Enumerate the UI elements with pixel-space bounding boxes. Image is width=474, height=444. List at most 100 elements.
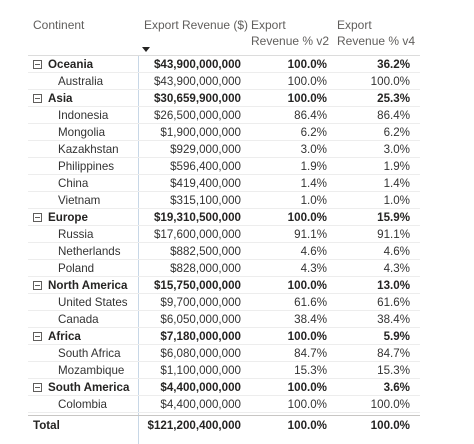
header-revenue-pct-v2[interactable]: Export Revenue % v2 [251, 18, 330, 48]
group-label-cell: Africa [33, 328, 133, 345]
country-name: Poland [58, 262, 95, 275]
country-pct-v4: 4.6% [383, 245, 410, 258]
country-pct-v4: 84.7% [377, 347, 410, 360]
group-pct-v4: 36.2% [377, 58, 410, 71]
group-pct-v2: 100.0% [287, 381, 327, 394]
group-label-cell: Oceania [33, 56, 133, 73]
group-pct-v2: 100.0% [287, 279, 327, 292]
group-pct-v4: 5.9% [383, 330, 410, 343]
table-row[interactable]: Australia $43,900,000,000 100.0% 100.0% [28, 73, 420, 90]
group-row[interactable]: South America $4,400,000,000 100.0% 3.6% [28, 379, 420, 396]
table-row[interactable]: Poland $828,000,000 4.3% 4.3% [28, 260, 420, 277]
country-pct-v2: 61.6% [294, 296, 327, 309]
group-revenue: $15,750,000,000 [153, 279, 241, 292]
country-pct-v4: 91.1% [377, 228, 410, 241]
table-row[interactable]: United States $9,700,000,000 61.6% 61.6% [28, 294, 420, 311]
table-row[interactable]: Kazakhstan $929,000,000 3.0% 3.0% [28, 141, 420, 158]
header-revenue-pct-v4[interactable]: Export Revenue % v4 [337, 18, 416, 48]
country-pct-v4: 4.3% [383, 262, 410, 275]
table-row[interactable]: South Africa $6,080,000,000 84.7% 84.7% [28, 345, 420, 362]
country-pct-v2: 84.7% [294, 347, 327, 360]
country-pct-v4: 100.0% [370, 398, 410, 411]
country-pct-v2: 100.0% [287, 398, 327, 411]
collapse-icon[interactable] [33, 281, 42, 290]
group-row[interactable]: Oceania $43,900,000,000 100.0% 36.2% [28, 56, 420, 73]
country-pct-v4: 61.6% [377, 296, 410, 309]
country-name: China [58, 177, 89, 190]
group-name: North America [48, 279, 128, 292]
country-pct-v4: 1.0% [383, 194, 410, 207]
group-revenue: $43,900,000,000 [153, 58, 241, 71]
country-pct-v2: 100.0% [287, 75, 327, 88]
table-row[interactable]: China $419,400,000 1.4% 1.4% [28, 175, 420, 192]
country-pct-v2: 3.0% [300, 143, 327, 156]
country-name: Russia [58, 228, 94, 241]
country-revenue: $6,050,000,000 [160, 313, 241, 326]
total-revenue: $121,200,400,000 [147, 419, 242, 432]
table-row[interactable]: Philippines $596,400,000 1.9% 1.9% [28, 158, 420, 175]
country-pct-v2: 38.4% [294, 313, 327, 326]
collapse-icon[interactable] [33, 60, 42, 69]
country-name: Mongolia [58, 126, 106, 139]
group-name: Africa [48, 330, 81, 343]
group-pct-v4: 25.3% [377, 92, 410, 105]
country-revenue: $1,900,000,000 [160, 126, 241, 139]
country-name: United States [58, 296, 128, 309]
country-revenue: $929,000,000 [170, 143, 241, 156]
collapse-icon[interactable] [33, 383, 42, 392]
table-row[interactable]: Mozambique $1,100,000,000 15.3% 15.3% [28, 362, 420, 379]
group-pct-v4: 3.6% [383, 381, 410, 394]
country-revenue: $828,000,000 [170, 262, 241, 275]
group-pct-v4: 15.9% [377, 211, 410, 224]
group-label-cell: Europe [33, 209, 133, 226]
group-label-cell: Asia [33, 90, 133, 107]
country-revenue: $6,080,000,000 [160, 347, 241, 360]
country-revenue: $1,100,000,000 [160, 364, 241, 377]
group-row[interactable]: Asia $30,659,900,000 100.0% 25.3% [28, 90, 420, 107]
country-revenue: $17,600,000,000 [153, 228, 241, 241]
country-pct-v4: 3.0% [383, 143, 410, 156]
country-pct-v2: 1.0% [300, 194, 327, 207]
country-pct-v4: 6.2% [383, 126, 410, 139]
country-pct-v2: 6.2% [300, 126, 327, 139]
country-name: Kazakhstan [58, 143, 119, 156]
country-pct-v4: 100.0% [370, 75, 410, 88]
group-label-cell: South America [33, 379, 133, 396]
group-row[interactable]: Europe $19,310,500,000 100.0% 15.9% [28, 209, 420, 226]
country-name: Indonesia [58, 109, 109, 122]
header-continent[interactable]: Continent [33, 18, 85, 32]
country-pct-v2: 1.9% [300, 160, 327, 173]
total-pct-v2: 100.0% [287, 419, 327, 432]
table-row[interactable]: Russia $17,600,000,000 91.1% 91.1% [28, 226, 420, 243]
group-name: Europe [48, 211, 88, 224]
table-row[interactable]: Colombia $4,400,000,000 100.0% 100.0% [28, 396, 420, 413]
country-name: Philippines [58, 160, 115, 173]
collapse-icon[interactable] [33, 94, 42, 103]
country-revenue: $315,100,000 [170, 194, 241, 207]
collapse-icon[interactable] [33, 332, 42, 341]
group-row[interactable]: Africa $7,180,000,000 100.0% 5.9% [28, 328, 420, 345]
sort-descending-icon[interactable] [142, 47, 150, 52]
group-row[interactable]: North America $15,750,000,000 100.0% 13.0% [28, 277, 420, 294]
collapse-icon[interactable] [33, 213, 42, 222]
table-row[interactable]: Canada $6,050,000,000 38.4% 38.4% [28, 311, 420, 328]
table-row[interactable]: Indonesia $26,500,000,000 86.4% 86.4% [28, 107, 420, 124]
country-revenue: $43,900,000,000 [153, 75, 241, 88]
country-pct-v4: 1.9% [383, 160, 410, 173]
country-revenue: $882,500,000 [170, 245, 241, 258]
header-row: Continent Export Revenue ($) Export Reve… [28, 14, 420, 55]
table-row[interactable]: Mongolia $1,900,000,000 6.2% 6.2% [28, 124, 420, 141]
country-pct-v2: 1.4% [300, 177, 327, 190]
country-pct-v4: 15.3% [377, 364, 410, 377]
country-name: Netherlands [58, 245, 121, 258]
country-pct-v4: 38.4% [377, 313, 410, 326]
country-pct-v2: 86.4% [294, 109, 327, 122]
group-label-cell: North America [33, 277, 133, 294]
header-export-revenue[interactable]: Export Revenue ($) [144, 18, 249, 32]
group-pct-v2: 100.0% [287, 330, 327, 343]
country-pct-v4: 86.4% [377, 109, 410, 122]
header-divider [28, 55, 420, 56]
table-row[interactable]: Netherlands $882,500,000 4.6% 4.6% [28, 243, 420, 260]
country-pct-v2: 4.6% [300, 245, 327, 258]
table-row[interactable]: Vietnam $315,100,000 1.0% 1.0% [28, 192, 420, 209]
